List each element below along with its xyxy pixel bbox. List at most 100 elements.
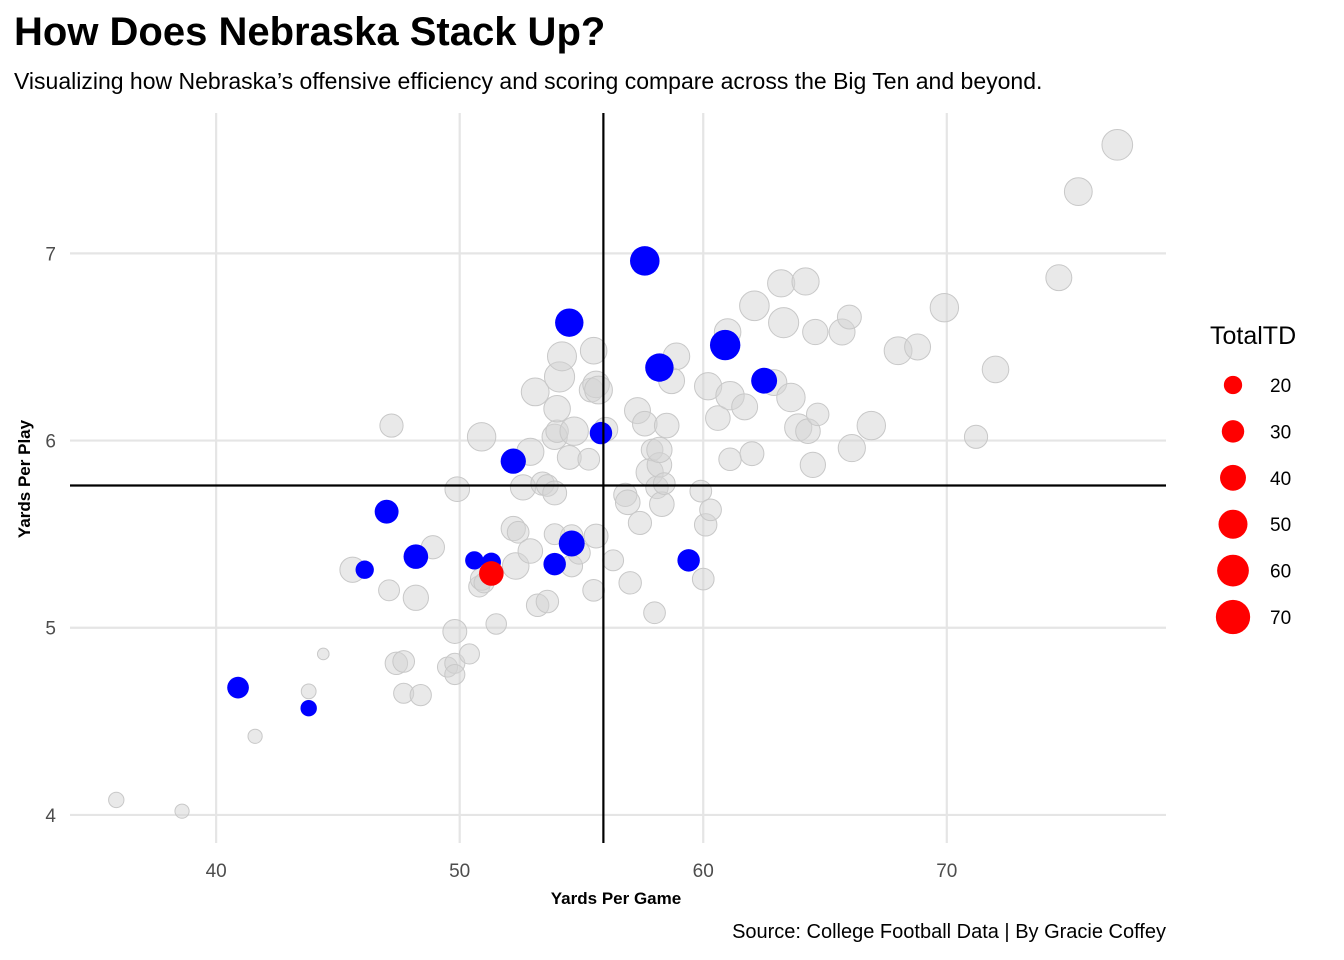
big-ten-point (630, 246, 660, 276)
team-point (108, 791, 125, 809)
legend-label: 40 (1270, 469, 1291, 490)
team-point (1063, 177, 1093, 207)
team-point (904, 333, 932, 361)
team-point (767, 269, 796, 298)
y-tick-label: 5 (45, 619, 56, 640)
team-point (379, 413, 404, 438)
team-point (631, 410, 658, 437)
big-ten-point (300, 700, 317, 717)
team-point (579, 336, 608, 365)
x-tick-label: 50 (449, 861, 470, 882)
team-point (559, 416, 589, 446)
team-point (485, 613, 507, 635)
team-point (646, 436, 673, 464)
big-ten-point (589, 421, 613, 445)
team-point (442, 619, 468, 644)
team-point (981, 355, 1010, 384)
team-point (649, 491, 675, 518)
team-point (653, 412, 680, 439)
legend-label: 30 (1270, 422, 1291, 443)
data-points (108, 128, 1134, 819)
legend: TotalTD 20 30 40 50 60 70 (1210, 322, 1296, 635)
legend-key (1220, 464, 1246, 491)
team-point (316, 647, 330, 661)
legend-title: TotalTD (1210, 322, 1296, 350)
team-point (699, 498, 722, 522)
team-point (776, 382, 806, 413)
team-point (731, 393, 759, 421)
team-point (300, 683, 317, 700)
source-caption: Source: College Football Data | By Graci… (732, 921, 1166, 943)
big-ten-point (543, 552, 566, 576)
y-tick-label: 7 (45, 244, 56, 265)
team-point (444, 663, 466, 686)
legend-label: 60 (1270, 562, 1291, 583)
x-tick-label: 60 (693, 861, 714, 882)
team-point (802, 318, 829, 346)
team-point (1045, 264, 1073, 292)
team-point (247, 728, 263, 744)
team-point (791, 267, 820, 296)
team-point (583, 523, 609, 549)
team-point (652, 472, 676, 495)
big-ten-point (465, 551, 484, 570)
team-point (718, 447, 742, 472)
legend-label: 50 (1270, 515, 1291, 536)
legend-label: 20 (1270, 376, 1291, 397)
big-ten-point (677, 549, 700, 572)
team-point (520, 377, 550, 407)
x-axis-title: Yards Per Game (551, 889, 681, 908)
legend-key (1218, 509, 1248, 539)
x-tick-label: 40 (206, 861, 227, 882)
team-point (584, 375, 613, 405)
team-point (739, 290, 770, 322)
big-ten-point (645, 353, 674, 382)
big-ten-point (555, 308, 584, 337)
big-ten-point (751, 367, 778, 394)
y-tick-label: 6 (45, 432, 56, 453)
big-ten-point (355, 560, 374, 579)
team-point (837, 433, 866, 463)
team-point (602, 549, 625, 572)
nebraska-point (479, 561, 504, 586)
chart-title: How Does Nebraska Stack Up? (14, 10, 606, 54)
team-point (466, 422, 497, 452)
team-point (542, 480, 568, 506)
team-point (691, 567, 715, 591)
y-tick-label: 4 (45, 806, 56, 827)
team-point (577, 447, 601, 471)
x-tick-label: 70 (936, 861, 957, 882)
team-point (805, 402, 830, 427)
team-point (546, 341, 577, 372)
team-point (582, 578, 605, 602)
team-point (444, 476, 471, 503)
legend-key (1215, 599, 1251, 635)
reference-lines (70, 113, 1166, 843)
team-point (618, 571, 642, 595)
big-ten-point (558, 530, 585, 557)
axis-ticks: 40 50 60 70 4 5 6 7 (45, 244, 957, 882)
team-point (856, 410, 887, 441)
team-point (614, 489, 641, 516)
team-point (458, 643, 480, 665)
big-ten-point (374, 499, 399, 524)
legend-key (1217, 554, 1249, 587)
team-point (517, 538, 544, 564)
team-point (963, 424, 989, 449)
big-ten-point (709, 329, 741, 361)
team-point (705, 405, 731, 431)
team-point (768, 307, 800, 339)
team-point (174, 803, 190, 819)
team-point (799, 451, 826, 479)
big-ten-point (227, 676, 249, 699)
legend-key (1221, 420, 1245, 443)
team-point (506, 520, 530, 544)
team-point (409, 683, 432, 707)
team-point (739, 441, 765, 467)
legend-key (1223, 375, 1243, 395)
team-point (392, 650, 416, 673)
team-point (402, 584, 429, 611)
big-ten-point (403, 544, 429, 569)
big-ten-point (500, 448, 526, 474)
